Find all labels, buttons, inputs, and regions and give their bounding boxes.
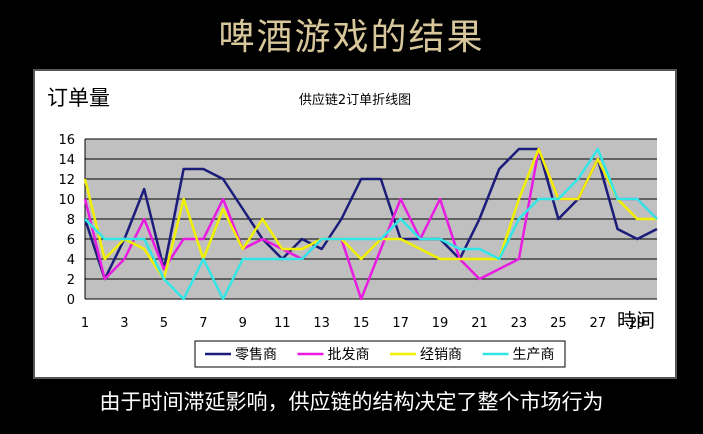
y-tick-label: 4	[67, 253, 75, 268]
chart-title: 供应链2订单折线图	[299, 92, 411, 108]
x-tick-label: 1	[81, 316, 89, 331]
x-tick-label: 7	[199, 316, 207, 331]
y-tick-label: 14	[58, 153, 75, 168]
x-tick-label: 17	[392, 316, 409, 331]
y-tick-label: 2	[67, 273, 75, 288]
y-tick-label: 0	[67, 293, 75, 308]
chart-panel: 订单量 供应链2订单折线图 時间 0 2 4 6 8 10 12 14 16 1 3 5 7 9 11 13 1…	[33, 69, 677, 379]
y-tick-label: 6	[67, 233, 75, 248]
y-tick-label: 16	[58, 133, 75, 148]
slide-title: 啤酒游戏的结果	[218, 17, 485, 58]
legend-label: 经销商	[420, 347, 462, 363]
legend: 零售商 批发商 经销商 生产商	[194, 340, 566, 368]
x-tick-label: 9	[239, 316, 247, 331]
legend-label: 批发商	[328, 347, 370, 363]
y-axis-label: 订单量	[47, 86, 110, 110]
x-tick-label: 3	[120, 316, 128, 331]
x-tick-label: 21	[471, 316, 488, 331]
legend-label: 生产商	[513, 347, 555, 363]
x-tick-label: 5	[160, 316, 168, 331]
x-tick-label: 25	[550, 316, 567, 331]
y-tick-label: 10	[58, 193, 75, 208]
x-tick-label: 11	[274, 316, 291, 331]
series-line-4	[84, 147, 658, 301]
series-line-1	[83, 147, 658, 281]
x-tick-label: 13	[313, 316, 330, 331]
x-tick-label: 15	[353, 316, 370, 331]
y-tick-label: 12	[58, 173, 75, 188]
slide-caption: 由于时间滞延影响，供应链的结构决定了整个市场行为	[99, 390, 604, 414]
y-tick-label: 8	[67, 213, 75, 228]
x-tick-label: 29	[629, 316, 646, 331]
legend-label: 零售商	[235, 347, 277, 363]
x-tick-label: 23	[511, 316, 528, 331]
x-tick-label: 19	[432, 316, 449, 331]
x-tick-label: 27	[590, 316, 607, 331]
x-axis-label: 時间	[617, 310, 655, 332]
series-line-3	[83, 147, 657, 281]
